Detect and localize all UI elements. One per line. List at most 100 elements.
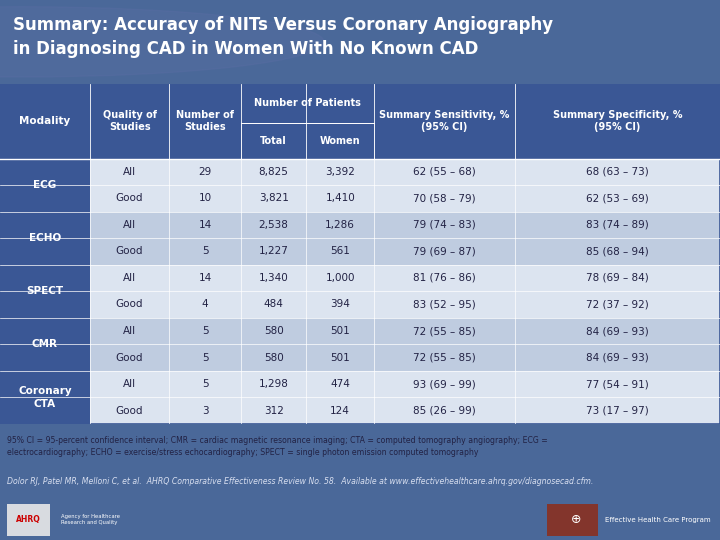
Text: 84 (69 – 93): 84 (69 – 93) xyxy=(586,326,649,336)
Text: All: All xyxy=(123,326,136,336)
Text: 77 (54 – 91): 77 (54 – 91) xyxy=(586,379,649,389)
Text: All: All xyxy=(123,273,136,283)
Bar xyxy=(0,265,90,318)
Text: 85 (26 – 99): 85 (26 – 99) xyxy=(413,406,476,416)
Text: Good: Good xyxy=(116,246,143,256)
Text: 2,538: 2,538 xyxy=(258,220,289,230)
Text: 8,825: 8,825 xyxy=(258,167,289,177)
Text: 78 (69 – 84): 78 (69 – 84) xyxy=(586,273,649,283)
Text: 3,821: 3,821 xyxy=(258,193,289,204)
Bar xyxy=(0,212,90,265)
Bar xyxy=(547,503,598,536)
Text: 5: 5 xyxy=(202,246,209,256)
Text: Good: Good xyxy=(116,300,143,309)
Text: Number of
Studies: Number of Studies xyxy=(176,110,234,132)
Bar xyxy=(90,345,720,371)
Text: 3,392: 3,392 xyxy=(325,167,355,177)
Text: Good: Good xyxy=(116,353,143,362)
Text: 14: 14 xyxy=(199,220,212,230)
Text: 4: 4 xyxy=(202,300,209,309)
Text: 1,000: 1,000 xyxy=(325,273,355,283)
Text: Good: Good xyxy=(116,406,143,416)
Text: 1,298: 1,298 xyxy=(258,379,289,389)
Text: 81 (76 – 86): 81 (76 – 86) xyxy=(413,273,476,283)
Text: 62 (53 – 69): 62 (53 – 69) xyxy=(586,193,649,204)
Text: 79 (74 – 83): 79 (74 – 83) xyxy=(413,220,476,230)
Bar xyxy=(0,212,90,238)
Text: All: All xyxy=(123,379,136,389)
Text: 83 (52 – 95): 83 (52 – 95) xyxy=(413,300,476,309)
Bar xyxy=(0,159,90,212)
Bar xyxy=(0,159,90,185)
Bar xyxy=(0,265,90,291)
Text: 85 (68 – 94): 85 (68 – 94) xyxy=(586,246,649,256)
Text: 70 (58 – 79): 70 (58 – 79) xyxy=(413,193,476,204)
Text: All: All xyxy=(123,167,136,177)
Text: 10: 10 xyxy=(199,193,212,204)
Text: 484: 484 xyxy=(264,300,284,309)
Text: Coronary
CTA: Coronary CTA xyxy=(18,386,72,409)
Text: ECHO: ECHO xyxy=(29,233,61,243)
Text: AHRQ: AHRQ xyxy=(17,515,41,524)
Bar xyxy=(0,84,720,159)
Circle shape xyxy=(0,6,324,77)
Text: SPECT: SPECT xyxy=(27,286,63,296)
Bar xyxy=(90,159,720,185)
Text: CMR: CMR xyxy=(32,339,58,349)
Text: Women: Women xyxy=(320,136,361,146)
Bar xyxy=(90,291,720,318)
Text: 124: 124 xyxy=(330,406,350,416)
Bar xyxy=(0,371,90,397)
Bar xyxy=(0,345,90,371)
Bar xyxy=(0,185,90,212)
Text: 580: 580 xyxy=(264,326,284,336)
Text: ECG: ECG xyxy=(33,180,57,190)
Bar xyxy=(7,503,50,536)
Text: 68 (63 – 73): 68 (63 – 73) xyxy=(586,167,649,177)
Bar xyxy=(90,212,720,238)
Text: Agency for Healthcare
Research and Quality: Agency for Healthcare Research and Quali… xyxy=(61,514,120,525)
Bar xyxy=(241,123,374,161)
Bar xyxy=(0,397,90,424)
Text: 561: 561 xyxy=(330,246,350,256)
Text: 312: 312 xyxy=(264,406,284,416)
Text: 93 (69 – 99): 93 (69 – 99) xyxy=(413,379,476,389)
Bar xyxy=(90,318,720,345)
Text: 84 (69 – 93): 84 (69 – 93) xyxy=(586,353,649,362)
Text: 72 (37 – 92): 72 (37 – 92) xyxy=(586,300,649,309)
Text: Good: Good xyxy=(116,193,143,204)
Text: All: All xyxy=(123,220,136,230)
Text: Total: Total xyxy=(260,136,287,146)
Bar xyxy=(90,265,720,291)
Text: 394: 394 xyxy=(330,300,350,309)
Bar xyxy=(90,185,720,212)
Text: 83 (74 – 89): 83 (74 – 89) xyxy=(586,220,649,230)
Text: 501: 501 xyxy=(330,326,350,336)
Text: 1,286: 1,286 xyxy=(325,220,355,230)
Text: Summary Sensitivity, %
(95% CI): Summary Sensitivity, % (95% CI) xyxy=(379,110,510,132)
Text: 1,227: 1,227 xyxy=(258,246,289,256)
Text: Quality of
Studies: Quality of Studies xyxy=(102,110,157,132)
Text: 73 (17 – 97): 73 (17 – 97) xyxy=(586,406,649,416)
Bar xyxy=(90,238,720,265)
Text: 5: 5 xyxy=(202,353,209,362)
Text: 3: 3 xyxy=(202,406,209,416)
Text: Summary Specificity, %
(95% CI): Summary Specificity, % (95% CI) xyxy=(553,110,682,132)
Text: 580: 580 xyxy=(264,353,284,362)
Text: Number of Patients: Number of Patients xyxy=(254,98,361,108)
Text: Summary: Accuracy of NITs Versus Coronary Angiography
in Diagnosing CAD in Women: Summary: Accuracy of NITs Versus Coronar… xyxy=(13,16,553,58)
Bar xyxy=(0,371,90,424)
Bar xyxy=(90,371,720,397)
Text: 1,340: 1,340 xyxy=(258,273,289,283)
Text: 62 (55 – 68): 62 (55 – 68) xyxy=(413,167,476,177)
Text: 72 (55 – 85): 72 (55 – 85) xyxy=(413,326,476,336)
Text: ⊕: ⊕ xyxy=(571,513,581,526)
Bar xyxy=(0,318,90,371)
Text: Effective Health Care Program: Effective Health Care Program xyxy=(605,517,711,523)
Text: 474: 474 xyxy=(330,379,350,389)
Text: 29: 29 xyxy=(199,167,212,177)
Text: 79 (69 – 87): 79 (69 – 87) xyxy=(413,246,476,256)
Text: 5: 5 xyxy=(202,326,209,336)
Text: 5: 5 xyxy=(202,379,209,389)
Text: 14: 14 xyxy=(199,273,212,283)
